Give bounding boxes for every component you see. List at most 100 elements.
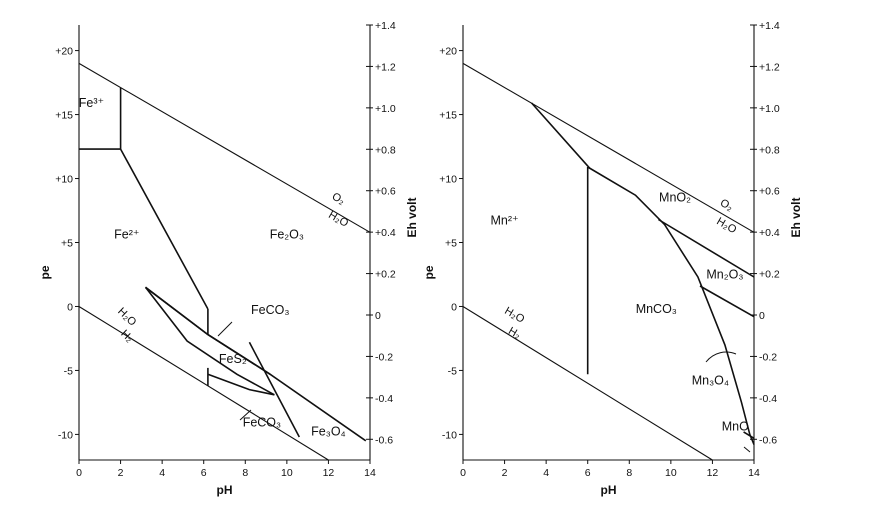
y2-tick-label: +1.4 <box>759 20 780 32</box>
y2-axis-title: Eh volt <box>789 197 803 237</box>
x-tick-label: 10 <box>281 467 293 479</box>
water-stability-line <box>462 306 713 461</box>
region-label: Fe₃O₄ <box>311 425 346 439</box>
region-label: H₂O <box>326 209 350 230</box>
y2-tick-label: +1.0 <box>759 103 780 115</box>
region-label: MnO₂ <box>659 191 691 205</box>
y2-tick-label: -0.6 <box>759 434 777 446</box>
y2-tick-label: -0.4 <box>759 393 777 405</box>
y-tick-label: +5 <box>445 238 457 250</box>
region-label: O₂ <box>330 191 347 208</box>
region-label: H₂ <box>506 325 523 342</box>
y-tick-label: -10 <box>58 429 73 441</box>
y2-tick-label: +0.2 <box>375 269 396 281</box>
region-label: H₂O <box>714 215 738 236</box>
y-axis-title: pe <box>38 265 52 279</box>
water-stability-line <box>462 62 755 233</box>
y-axis-title: pe <box>422 265 436 279</box>
region-label: H₂ <box>118 328 135 345</box>
x-tick-label: 4 <box>543 467 549 479</box>
y-tick-label: +15 <box>55 110 73 122</box>
y2-tick-label: +1.4 <box>375 20 396 32</box>
region-label: H₂O <box>115 306 139 329</box>
region-label: Fe²⁺ <box>114 228 139 242</box>
y-tick-label: -5 <box>64 365 73 377</box>
phase-boundary-line <box>144 286 275 396</box>
x-tick-label: 8 <box>242 467 248 479</box>
phase-boundary-line <box>119 148 209 310</box>
region-label: Fe³⁺ <box>79 96 104 110</box>
phase-boundary-line <box>207 373 275 396</box>
y2-tick-label: -0.6 <box>375 434 393 446</box>
leader-arrow <box>217 321 233 337</box>
water-stability-line <box>78 62 371 233</box>
x-axis-title: pH <box>601 483 617 497</box>
x-tick-label: 12 <box>707 467 719 479</box>
x-tick-label: 14 <box>748 467 760 479</box>
y2-tick-label: +1.2 <box>375 61 396 73</box>
region-label: MnO <box>722 420 749 434</box>
x-tick-label: 6 <box>201 467 207 479</box>
x-tick-label: 8 <box>626 467 632 479</box>
y2-tick-label: +1.0 <box>375 103 396 115</box>
x-tick-label: 0 <box>460 467 466 479</box>
phase-boundary-line <box>657 218 755 278</box>
phase-boundary-line <box>248 341 301 438</box>
water-stability-line <box>78 306 329 461</box>
phase-boundary-line <box>531 102 591 169</box>
phase-boundary-line <box>587 166 755 445</box>
y-tick-label: 0 <box>451 301 457 313</box>
y2-tick-label: +0.2 <box>759 269 780 281</box>
region-label: Mn₃O₄ <box>692 374 729 388</box>
y2-tick-label: +0.8 <box>759 144 780 156</box>
x-tick-label: 10 <box>665 467 677 479</box>
y-tick-label: 0 <box>67 301 73 313</box>
y-tick-label: +5 <box>61 238 73 250</box>
y2-tick-label: +0.8 <box>375 144 396 156</box>
y2-axis-title: Eh volt <box>405 197 419 237</box>
fe-diagram-panel: 0 2 4 6 8 10 12 14 +20 +15 +10 +5 0 -5 -10 +1.4 +1.2 +1.0… <box>38 20 419 497</box>
y2-tick-label: 0 <box>375 310 381 322</box>
y2-tick-label: +1.2 <box>759 61 780 73</box>
y-tick-label: +10 <box>55 174 73 186</box>
region-label: FeCO₃ <box>243 416 281 430</box>
y2-tick-label: -0.4 <box>375 393 393 405</box>
leader-arrow <box>239 409 252 421</box>
region-label: FeCO₃ <box>251 303 289 317</box>
x-tick-label: 2 <box>502 467 508 479</box>
region-label: H₂O <box>502 305 526 326</box>
region-label: Mn₂O₃ <box>706 267 743 281</box>
y-tick-label: +20 <box>55 46 73 58</box>
leader-arrow <box>705 351 737 363</box>
x-tick-label: 14 <box>364 467 376 479</box>
region-label: O₂ <box>718 197 735 214</box>
region-label: MnCO₃ <box>636 302 677 316</box>
y-tick-label: +15 <box>439 110 457 122</box>
y-tick-label: +20 <box>439 46 457 58</box>
x-tick-label: 6 <box>585 467 591 479</box>
region-label: FeS₂ <box>219 352 247 366</box>
y-tick-label: -10 <box>442 429 457 441</box>
x-tick-label: 2 <box>118 467 124 479</box>
y2-tick-label: +0.6 <box>759 186 780 198</box>
y2-tick-label: +0.6 <box>375 186 396 198</box>
x-tick-label: 12 <box>323 467 335 479</box>
y-tick-label: -5 <box>448 365 457 377</box>
y2-tick-label: +0.4 <box>759 227 780 239</box>
region-label: Mn²⁺ <box>491 214 519 228</box>
region-label: Fe₂O₃ <box>270 228 304 242</box>
phase-boundary-line <box>699 285 755 318</box>
y2-tick-label: -0.2 <box>375 351 393 363</box>
y2-tick-label: 0 <box>759 310 765 322</box>
x-tick-label: 0 <box>76 467 82 479</box>
y-tick-label: +10 <box>439 174 457 186</box>
y2-tick-label: -0.2 <box>759 351 777 363</box>
phase-boundary-line <box>743 431 755 439</box>
x-tick-label: 4 <box>159 467 165 479</box>
leader-arrow <box>743 446 751 453</box>
phase-boundary-line <box>145 286 271 375</box>
x-axis-title: pH <box>217 483 233 497</box>
y2-tick-label: +0.4 <box>375 227 396 239</box>
mn-diagram-panel: 0 2 4 6 8 10 12 14 +20 +15 +10 +5 0 -5 -10 +1.4 +1.2 +1.0… <box>422 20 803 497</box>
